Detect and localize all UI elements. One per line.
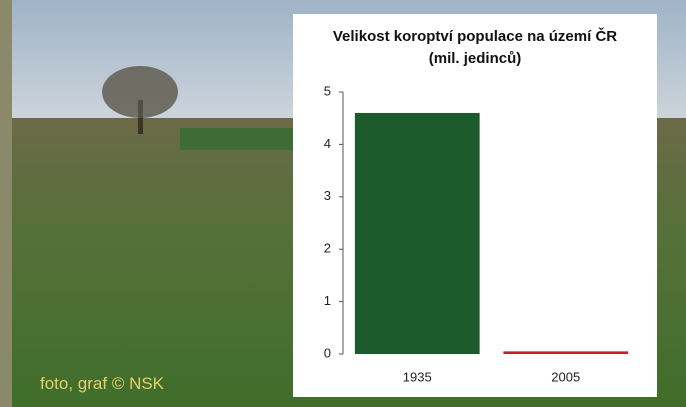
bar (355, 113, 480, 354)
x-tick-label: 1935 (403, 369, 432, 384)
y-tick-label: 4 (324, 136, 331, 151)
screen: 0 1 2 3 4 5 1935 2005 Velikost koroptví populac… (0, 0, 686, 407)
y-tick-label: 0 (324, 345, 331, 360)
y-tick-label: 2 (324, 241, 331, 256)
y-tick-label: 1 (324, 293, 331, 308)
edge (0, 0, 12, 407)
y-tick-label: 5 (324, 83, 331, 98)
bar (503, 351, 628, 354)
x-tick-label: 2005 (551, 369, 580, 384)
meadow (180, 128, 300, 150)
y-tick-label: 3 (324, 188, 331, 203)
credit: foto, graf © NSK (40, 374, 164, 394)
chart-title: Velikost koroptví populace na území ČR (… (330, 26, 620, 70)
